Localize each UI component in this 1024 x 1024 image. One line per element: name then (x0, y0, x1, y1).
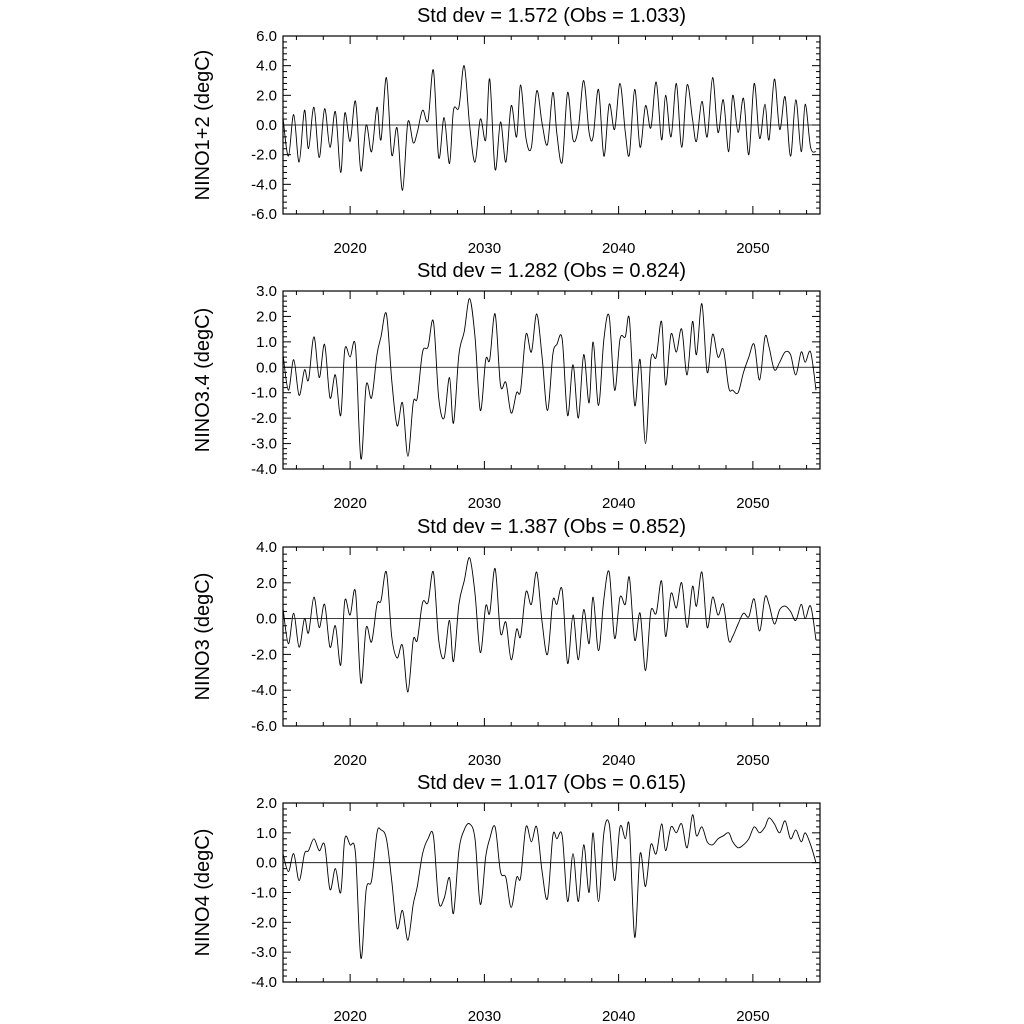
x-tick-label: 2030 (468, 1008, 501, 1024)
plot-frame (282, 546, 821, 727)
y-tick-label: -1.0 (251, 885, 277, 902)
series-line (282, 298, 817, 460)
series-line (282, 814, 817, 959)
y-tick-label: -1.0 (251, 385, 277, 402)
y-tick-label: 2.0 (256, 87, 277, 104)
y-tick-label: -4.0 (251, 176, 277, 193)
y-tick-label: 1.0 (256, 334, 277, 351)
x-tick-label: 2030 (468, 752, 501, 769)
y-tick-label: -4.0 (251, 461, 277, 478)
x-tick-label: 2040 (602, 240, 635, 257)
x-tick-label: 2020 (333, 240, 366, 257)
y-tick-label: -2.0 (251, 410, 277, 427)
y-axis-label: NINO4 (degC) (192, 829, 214, 957)
chart-title: Std dev = 1.572 (Obs = 1.033) (417, 5, 686, 27)
y-tick-label: 6.0 (256, 28, 277, 45)
y-tick-label: -6.0 (251, 206, 277, 223)
x-tick-label: 2040 (602, 1008, 635, 1024)
y-tick-label: -6.0 (251, 718, 277, 735)
x-tick-label: 2030 (468, 495, 501, 512)
y-tick-label: 4.0 (256, 58, 277, 75)
y-axis-label: NINO1+2 (degC) (192, 50, 214, 201)
x-tick-label: 2050 (736, 240, 769, 257)
x-tick-label: 2050 (736, 1008, 769, 1024)
y-tick-label: -2.0 (251, 147, 277, 164)
chart-title: Std dev = 1.387 (Obs = 0.852) (417, 516, 686, 538)
y-tick-label: 2.0 (256, 795, 277, 812)
x-tick-label: 2040 (602, 752, 635, 769)
chart-title: Std dev = 1.282 (Obs = 0.824) (417, 260, 686, 282)
y-tick-label: 2.0 (256, 308, 277, 325)
y-axis-label: NINO3.4 (degC) (192, 308, 214, 453)
y-tick-label: 0.0 (256, 611, 277, 628)
plot-frame (282, 802, 821, 983)
y-tick-label: -3.0 (251, 436, 277, 453)
x-tick-label: 2050 (736, 752, 769, 769)
chart-panel-3: Std dev = 1.387 (Obs = 0.852) NINO3 (degC… (192, 516, 821, 769)
y-tick-label: -2.0 (251, 914, 277, 931)
y-tick-label: 1.0 (256, 825, 277, 842)
x-tick-label: 2040 (602, 495, 635, 512)
plot-frame (282, 290, 821, 470)
plot-frame (282, 35, 821, 215)
y-tick-label: 0.0 (256, 855, 277, 872)
y-tick-label: 4.0 (256, 539, 277, 556)
y-tick-label: 0.0 (256, 359, 277, 376)
x-tick-label: 2050 (736, 495, 769, 512)
chart-title: Std dev = 1.017 (Obs = 0.615) (417, 772, 686, 794)
chart-panel-4: Std dev = 1.017 (Obs = 0.615) NINO4 (degC… (192, 772, 821, 1024)
series-line (282, 557, 817, 693)
y-tick-label: -4.0 (251, 682, 277, 699)
chart-panel-1: Std dev = 1.572 (Obs = 1.033) NINO1+2 (de… (192, 5, 821, 257)
x-tick-label: 2020 (333, 495, 366, 512)
y-tick-label: 0.0 (256, 117, 277, 134)
x-tick-label: 2030 (468, 240, 501, 257)
x-tick-label: 2020 (333, 752, 366, 769)
y-tick-label: -3.0 (251, 944, 277, 961)
y-tick-label: -2.0 (251, 646, 277, 663)
x-tick-label: 2020 (333, 1008, 366, 1024)
series-line (282, 65, 817, 191)
y-tick-label: -4.0 (251, 974, 277, 991)
chart-panel-2: Std dev = 1.282 (Obs = 0.824) NINO3.4 (de… (192, 260, 821, 512)
y-tick-label: 3.0 (256, 283, 277, 300)
y-axis-label: NINO3 (degC) (192, 573, 214, 701)
y-tick-label: 2.0 (256, 575, 277, 592)
